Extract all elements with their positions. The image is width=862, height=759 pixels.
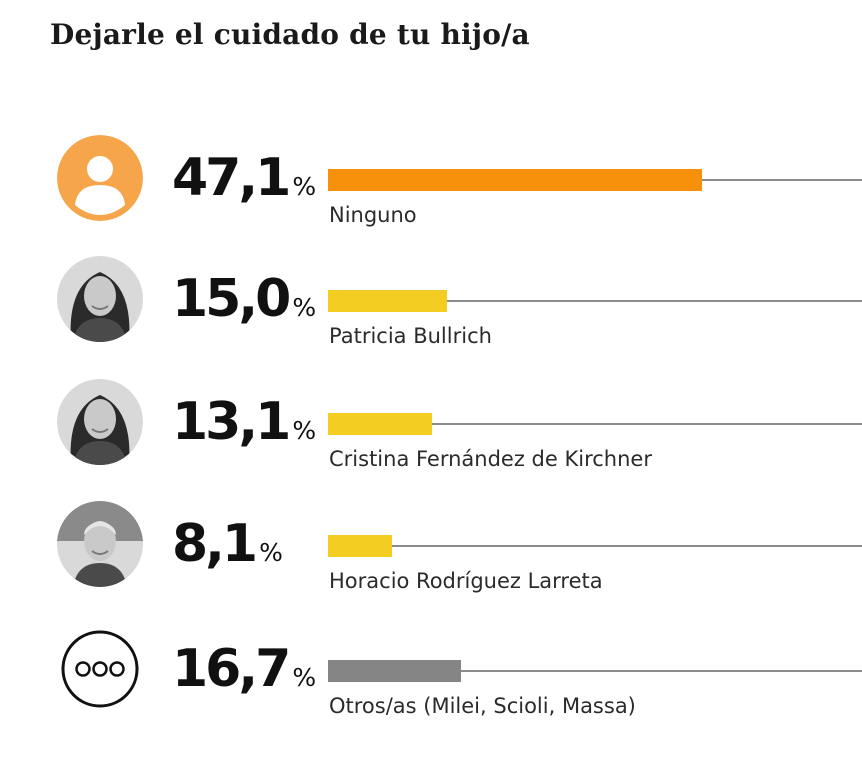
- bar-row: 8,1% Horacio Rodríguez Larreta: [0, 501, 862, 601]
- value-label: 16,7%: [172, 643, 316, 695]
- bar: [328, 413, 432, 435]
- value-number: 16,7: [172, 639, 291, 699]
- ellipsis-icon: [57, 626, 143, 712]
- value-number: 15,0: [172, 269, 291, 329]
- bar: [328, 535, 392, 557]
- avatar-photo: [57, 501, 143, 587]
- bar-track: [328, 423, 862, 425]
- value-label: 15,0%: [172, 273, 316, 325]
- bar-row: 15,0% Patricia Bullrich: [0, 256, 862, 356]
- value-unit: %: [292, 293, 317, 322]
- category-label: Patricia Bullrich: [329, 324, 492, 348]
- bar-track: [328, 545, 862, 547]
- bar-track: [328, 300, 862, 302]
- bar: [328, 660, 461, 682]
- value-label: 8,1%: [172, 518, 283, 570]
- value-unit: %: [259, 538, 283, 567]
- value-unit: %: [292, 663, 317, 692]
- value-label: 13,1%: [172, 396, 316, 448]
- category-label: Ninguno: [329, 203, 417, 227]
- avatar-photo: [57, 379, 143, 465]
- person-placeholder-icon: [57, 135, 143, 221]
- value-unit: %: [292, 172, 317, 201]
- value-number: 8,1: [172, 514, 258, 574]
- value-unit: %: [292, 416, 317, 445]
- bar-track: [328, 670, 862, 672]
- avatar-photo: [57, 256, 143, 342]
- bar-row: 16,7% Otros/as (Milei, Scioli, Massa): [0, 626, 862, 726]
- bar: [328, 290, 447, 312]
- category-label: Horacio Rodríguez Larreta: [329, 569, 603, 593]
- chart-title: Dejarle el cuidado de tu hijo/a: [50, 18, 530, 51]
- bar-row: 47,1% Ninguno: [0, 135, 862, 235]
- bar-row: 13,1% Cristina Fernández de Kirchner: [0, 379, 862, 479]
- category-label: Cristina Fernández de Kirchner: [329, 447, 652, 471]
- value-label: 47,1%: [172, 152, 316, 204]
- category-label: Otros/as (Milei, Scioli, Massa): [329, 694, 636, 718]
- value-number: 13,1: [172, 392, 291, 452]
- bar: [328, 169, 702, 191]
- value-number: 47,1: [172, 148, 291, 208]
